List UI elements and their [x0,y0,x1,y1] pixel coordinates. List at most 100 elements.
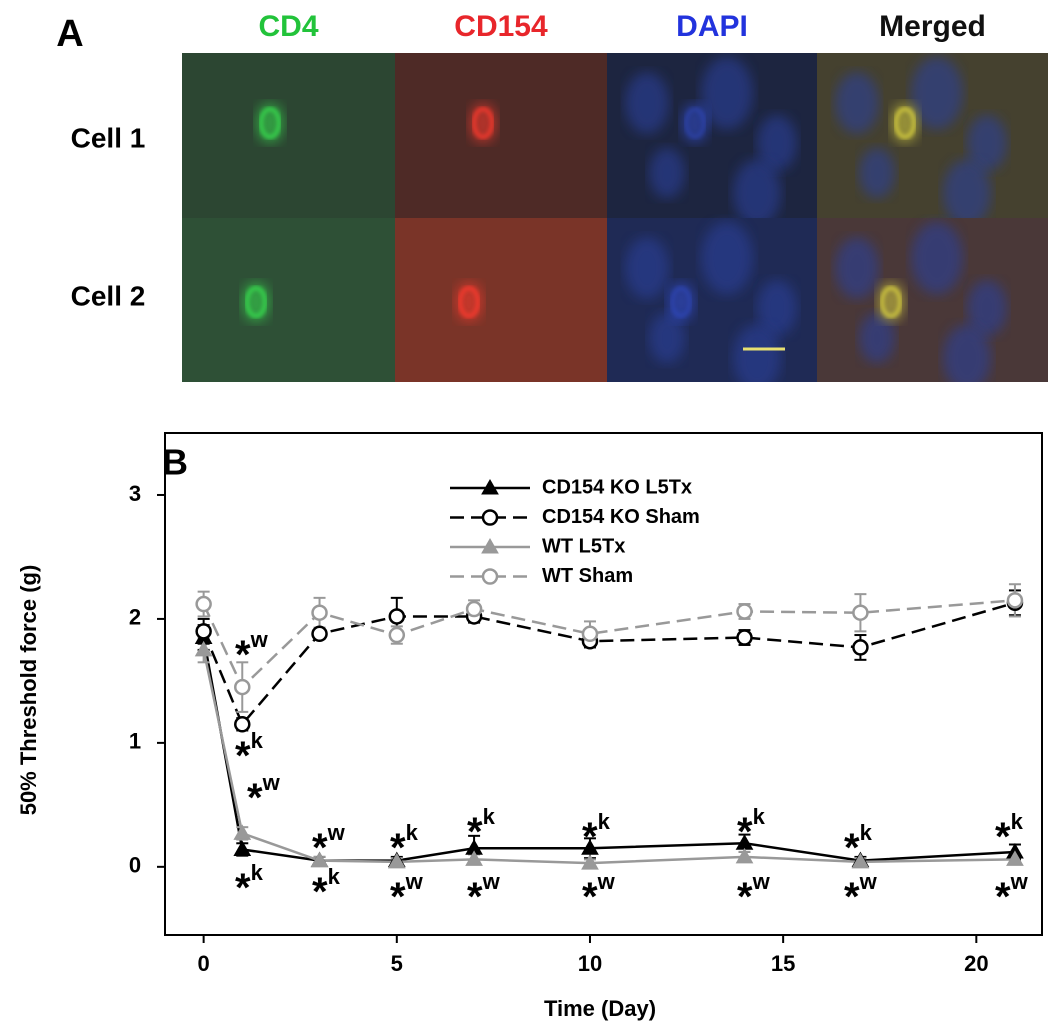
significance-superscript: w [1010,869,1029,894]
significance-mark: *k [390,820,419,870]
significance-superscript: w [405,869,424,894]
data-point [234,678,251,696]
cell-ring [880,286,902,318]
nucleus [757,115,797,171]
x-tick-label: 5 [391,951,403,976]
significance-mark: *w [737,869,771,919]
nucleus [757,280,797,336]
x-tick-label: 10 [578,951,602,976]
significance-mark: *k [844,820,873,870]
significance-mark: *w [247,770,281,820]
data-point [233,840,252,856]
nucleus [911,56,963,130]
row-label: Cell 1 [71,122,146,153]
significance-star: * [235,734,251,778]
data-point [852,604,869,621]
cell-ring [894,107,916,139]
data-point [233,824,252,840]
cell-ring [259,107,281,139]
y-tick-label: 2 [129,605,141,630]
significance-mark: *w [390,869,424,919]
data-point [736,603,753,620]
micrographs [182,53,1048,382]
legend-marker [481,537,499,554]
nucleus [733,159,781,227]
nucleus [859,312,895,364]
significance-star: * [582,875,598,919]
significance-star: * [467,810,483,854]
data-point [234,716,251,733]
nucleus [625,72,669,134]
data-point [194,640,213,657]
data-point [851,852,870,869]
significance-mark: *w [995,869,1029,919]
significance-star: * [995,815,1011,859]
significance-mark: *k [582,809,611,859]
legend-label: CD154 KO L5Tx [542,476,692,498]
y-tick-label: 0 [129,853,141,878]
data-point [310,851,329,868]
micrograph-tile [182,53,396,219]
legend-label: WT L5Tx [542,535,625,557]
data-point [1006,850,1024,866]
significance-mark: *k [467,804,496,854]
nucleus [911,221,963,295]
cell-ring [245,286,267,318]
significance-superscript: w [752,869,771,894]
nucleus [701,56,753,130]
significance-superscript: k [406,820,419,845]
nucleus [733,324,781,382]
significance-mark: *k [995,809,1024,859]
data-point [388,626,406,644]
micrograph-tile [395,53,608,219]
significance-star: * [235,633,251,677]
panel-label: B [162,442,188,483]
nucleus [835,72,879,134]
nucleus [625,237,669,299]
significance-star: * [995,875,1011,919]
column-header: CD154 [454,10,548,43]
significance-star: * [844,875,860,919]
significance-star: * [312,870,328,914]
plot-frame [164,432,1043,936]
significance-star: * [235,866,251,910]
significance-star: * [467,875,483,919]
significance-mark: *w [844,869,878,919]
significance-superscript: w [482,869,501,894]
significance-superscript: k [251,860,264,885]
data-point [388,608,406,625]
significance-mark: *k [737,804,766,854]
nucleus [835,237,879,299]
significance-mark: *w [582,869,616,919]
x-tick-label: 15 [771,951,795,976]
cell-ring [472,107,494,139]
significance-mark: *k [235,728,264,778]
significance-superscript: k [251,728,264,753]
micrograph-tile [395,218,608,382]
significance-star: * [737,875,753,919]
data-point [736,629,753,646]
x-axis-title: Time (Day) [544,996,656,1021]
micrograph-tile [182,218,396,382]
significance-mark: *k [235,860,264,910]
data-point [387,852,406,869]
data-point [311,625,328,643]
significance-mark: *w [312,820,346,870]
data-point [735,847,754,864]
significance-star: * [312,826,328,870]
significance-mark: *w [235,627,269,677]
nucleus [859,147,895,199]
significance-star: * [737,810,753,854]
significance-superscript: k [1011,809,1024,834]
y-tick-label: 3 [129,481,141,506]
x-tick-label: 20 [964,951,988,976]
row-label: Cell 2 [71,280,146,311]
significance-star: * [844,826,860,870]
data-point [195,623,212,640]
nucleus [649,312,685,364]
legend-marker [481,568,499,585]
significance-superscript: k [328,864,341,889]
legend-label: CD154 KO Sham [542,506,700,528]
y-tick-label: 1 [129,729,141,754]
